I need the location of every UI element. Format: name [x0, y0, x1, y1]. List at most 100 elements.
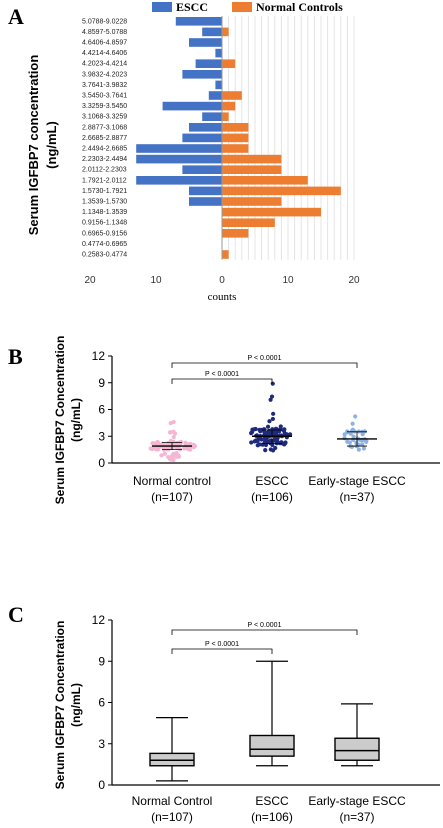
- category-label: 2.2303-2.4494: [82, 156, 127, 163]
- summary-b: [152, 429, 377, 451]
- group-label: Early-stage ESCC: [308, 474, 406, 488]
- data-point: [347, 440, 352, 445]
- data-point: [154, 447, 159, 452]
- data-point: [171, 434, 176, 440]
- bar-escc: [189, 38, 222, 47]
- x-tick-label-a: 10: [282, 275, 294, 286]
- bar-escc: [215, 48, 222, 58]
- data-point: [183, 441, 189, 446]
- significance-bracket-short: [171, 648, 273, 654]
- bar-escc: [189, 186, 222, 196]
- bar-normal: [222, 144, 249, 153]
- data-point: [362, 429, 367, 434]
- data-point: [250, 427, 255, 432]
- bar-escc: [162, 101, 222, 111]
- category-label: 0.2583-0.4774: [82, 252, 127, 259]
- group-n-label: (n=37): [339, 810, 374, 824]
- y-tick-label: 9: [98, 376, 105, 390]
- data-point: [278, 424, 283, 429]
- data-point: [353, 414, 358, 419]
- category-label: 3.9832-4.2023: [82, 71, 127, 78]
- y-tick-label: 3: [98, 737, 105, 751]
- y-tick-label: 6: [98, 403, 105, 417]
- y-tick-label: 0: [98, 456, 105, 470]
- bar-normal: [222, 176, 308, 185]
- legend-label-normal: Normal Controls: [256, 0, 343, 14]
- data-point: [271, 438, 276, 443]
- bar-escc: [136, 176, 222, 185]
- data-point: [284, 432, 289, 437]
- y-axis-label-c-line2: (ng/mL): [69, 683, 83, 727]
- bar-escc: [136, 144, 222, 153]
- bars-a: [136, 16, 341, 260]
- data-point: [267, 440, 272, 445]
- y-tick-label: 3: [98, 429, 105, 443]
- data-point: [267, 419, 272, 424]
- data-point: [174, 454, 179, 459]
- data-point: [270, 416, 275, 422]
- bar-escc: [195, 59, 222, 68]
- data-point: [249, 431, 254, 436]
- panel-b: B 0 3 6 9 12 P < 0.0001 P < 0.0001 Normal con…: [8, 336, 440, 504]
- category-label: 1.1348-1.3539: [82, 209, 127, 216]
- x-labels-c: Normal Control (n=107) ESCC (n=106) Early-st…: [132, 794, 406, 824]
- data-point: [262, 427, 267, 432]
- category-label: 1.5730-1.7921: [82, 188, 127, 195]
- x-tick-label-a: 20: [84, 275, 96, 286]
- x-tick-label-a: 20: [348, 275, 360, 286]
- bar-normal: [222, 207, 321, 217]
- data-point: [360, 432, 365, 437]
- y-axis-label-c-line1: Serum IGFBP7 Concentration: [53, 621, 67, 790]
- category-label: 4.2023-4.4214: [82, 61, 127, 68]
- y-tick-label: 6: [98, 696, 105, 710]
- bar-normal: [222, 165, 282, 174]
- category-label: 5.0788-9.0228: [82, 18, 127, 25]
- bar-escc: [189, 197, 222, 206]
- data-point: [259, 437, 264, 442]
- data-point: [287, 432, 293, 437]
- data-point: [274, 438, 280, 443]
- y-tick-label: 9: [98, 654, 105, 668]
- legend-a: ESCC Normal Controls: [152, 0, 343, 14]
- data-point: [183, 445, 188, 451]
- bar-normal: [222, 101, 236, 111]
- y-tick-label: 12: [92, 349, 106, 363]
- data-point: [271, 411, 276, 416]
- p-value-label: P < 0.0001: [248, 622, 282, 629]
- x-axis-label-a: counts: [208, 291, 237, 303]
- y-axis-label-b-line2: (ng/mL): [69, 398, 83, 442]
- x-tick-label-a: 0: [219, 275, 225, 286]
- category-label: 1.3539-1.5730: [82, 199, 127, 206]
- category-label: 3.1068-3.3259: [82, 114, 127, 121]
- category-label: 2.8877-3.1068: [82, 124, 127, 131]
- bar-escc: [202, 27, 222, 37]
- category-label: 3.3259-3.5450: [82, 103, 127, 110]
- bar-normal: [222, 229, 249, 238]
- bar-normal: [222, 91, 242, 100]
- box: [334, 737, 380, 761]
- data-point: [269, 394, 275, 399]
- data-point: [192, 443, 198, 449]
- points-b: [148, 381, 369, 463]
- legend-label-escc: ESCC: [176, 0, 208, 14]
- x-labels-b: Normal control (n=107) ESCC (n=106) Early-st…: [133, 474, 406, 504]
- bar-escc: [202, 112, 222, 121]
- x-ticks-a: 20 10 0 10 20: [84, 275, 360, 286]
- annotations-c: P < 0.0001 P < 0.0001: [171, 622, 358, 654]
- y-axis-label-a-line1: Serum IGFBP7 concentration: [26, 55, 41, 236]
- data-point: [364, 439, 369, 445]
- data-point: [356, 447, 361, 452]
- y-tick-label: 0: [98, 778, 105, 792]
- data-point: [283, 440, 288, 445]
- data-point: [345, 430, 350, 435]
- bar-normal: [222, 250, 229, 259]
- category-label: 2.4494-2.6685: [82, 146, 127, 153]
- bar-normal: [222, 133, 249, 143]
- category-label: 4.8597-5.0788: [82, 29, 127, 36]
- bar-escc: [208, 91, 222, 100]
- data-point: [274, 426, 279, 432]
- p-value-label: P < 0.0001: [205, 641, 239, 648]
- bar-normal: [222, 59, 236, 68]
- bar-normal: [222, 123, 249, 132]
